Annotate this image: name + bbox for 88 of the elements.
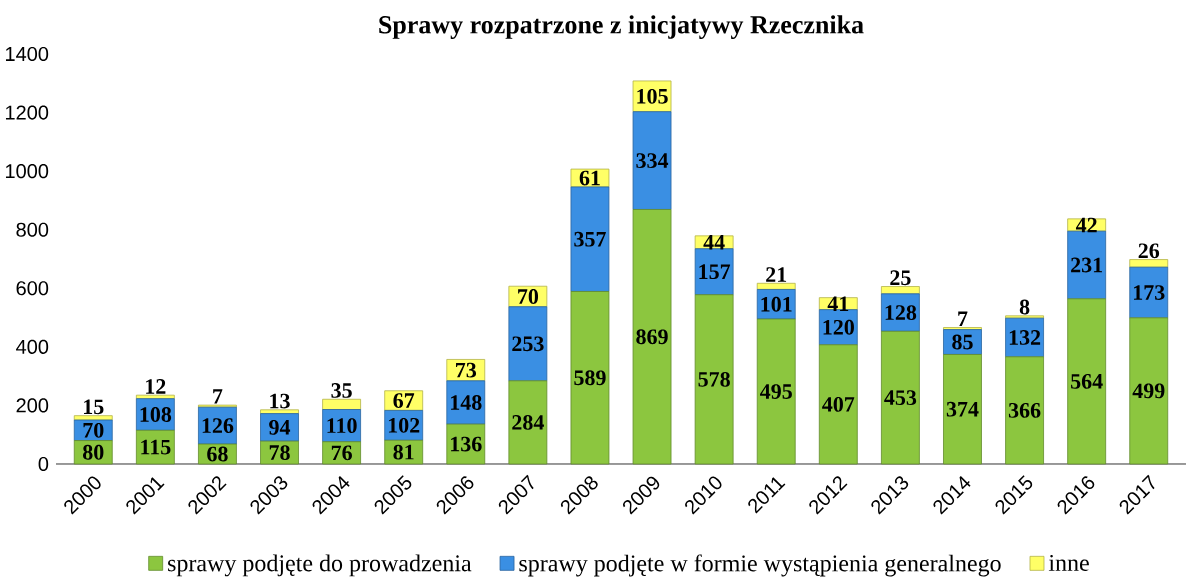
data-label: 80	[82, 444, 104, 460]
data-label: 136	[451, 436, 482, 452]
bar	[570, 186, 610, 292]
bar	[508, 306, 548, 382]
bar	[694, 248, 734, 296]
data-label: 578	[698, 371, 730, 387]
data-label: 495	[760, 384, 792, 399]
data-label: 407	[822, 396, 855, 412]
bar	[632, 209, 672, 465]
bar	[818, 344, 858, 465]
data-label: 869	[636, 329, 668, 345]
data-label: 132	[1009, 330, 1041, 345]
data-label: 70	[83, 422, 104, 438]
chart-title: Sprawy rozpatrzone z inicjatywy Rzecznika	[379, 15, 864, 39]
data-label: 453	[884, 390, 917, 406]
data-label: 564	[1071, 374, 1103, 389]
bar	[943, 354, 982, 465]
data-label: 126	[202, 418, 234, 434]
bar	[1005, 356, 1044, 465]
data-label: 26	[1138, 243, 1160, 259]
bar	[694, 294, 734, 465]
bar	[508, 380, 548, 465]
data-label: 101	[761, 296, 792, 312]
data-label: 67	[393, 393, 415, 408]
data-label: 148	[451, 395, 482, 410]
bar	[322, 398, 362, 410]
data-label: 42	[1075, 217, 1097, 233]
data-label: 173	[1134, 285, 1165, 300]
bar	[756, 318, 796, 465]
data-label: 334	[636, 153, 669, 168]
y-tick-label: 800	[16, 222, 49, 237]
data-label: 374	[946, 401, 979, 417]
data-label: 357	[574, 231, 606, 247]
bar	[198, 404, 237, 408]
data-label: 253	[512, 336, 544, 352]
data-label: 73	[456, 362, 477, 378]
bar	[1129, 259, 1169, 268]
bar	[260, 440, 299, 465]
data-label: 8	[1019, 299, 1030, 315]
data-label: 120	[823, 319, 854, 335]
bar	[570, 291, 610, 465]
data-label: 35	[331, 383, 352, 398]
data-label: 12	[146, 379, 166, 394]
y-tick-label: 1400	[5, 46, 49, 62]
data-label: 25	[890, 270, 911, 286]
data-label: 76	[331, 445, 352, 461]
legend-label: sprawy podjęte w formie wystąpienia generalnego	[519, 554, 1001, 577]
y-tick-label: 1200	[5, 105, 49, 120]
data-label: 81	[393, 444, 414, 460]
bar	[880, 330, 920, 465]
data-label: 102	[388, 417, 420, 433]
data-label: 15	[84, 399, 104, 415]
data-label: 499	[1132, 383, 1165, 399]
data-label: 41	[827, 296, 849, 311]
data-label: 78	[269, 445, 290, 460]
y-tick-label: 600	[16, 281, 49, 296]
y-tick-label: 200	[16, 398, 49, 413]
bar	[446, 423, 486, 465]
data-label: 7	[958, 311, 968, 326]
data-label: 105	[637, 88, 668, 104]
data-label: 68	[207, 446, 228, 462]
bar	[632, 111, 672, 210]
data-label: 108	[140, 407, 172, 422]
data-label: 366	[1008, 403, 1041, 418]
data-label: 85	[952, 334, 973, 350]
legend-label: inne	[1048, 554, 1089, 571]
data-label: 284	[512, 414, 544, 430]
bar	[135, 429, 175, 465]
data-label: 157	[699, 264, 731, 280]
data-label: 115	[141, 439, 171, 455]
bar	[322, 441, 362, 465]
y-tick-label: 400	[16, 339, 49, 354]
y-tick-label: 0	[38, 456, 49, 472]
data-label: 21	[766, 267, 787, 282]
data-label: 44	[703, 235, 725, 250]
data-label: 94	[269, 420, 291, 435]
data-label: 110	[327, 418, 357, 434]
data-label: 231	[1071, 257, 1103, 273]
data-label: 70	[518, 289, 539, 304]
legend-label: sprawy podjęte do prowadzenia	[168, 554, 472, 577]
bar	[1129, 317, 1169, 465]
data-label: 128	[885, 305, 917, 321]
bar	[1067, 298, 1107, 465]
data-label: 589	[574, 370, 606, 386]
data-label: 61	[579, 170, 600, 186]
y-tick-label: 1000	[5, 164, 49, 179]
data-label: 7	[213, 389, 223, 404]
data-label: 13	[270, 393, 290, 409]
